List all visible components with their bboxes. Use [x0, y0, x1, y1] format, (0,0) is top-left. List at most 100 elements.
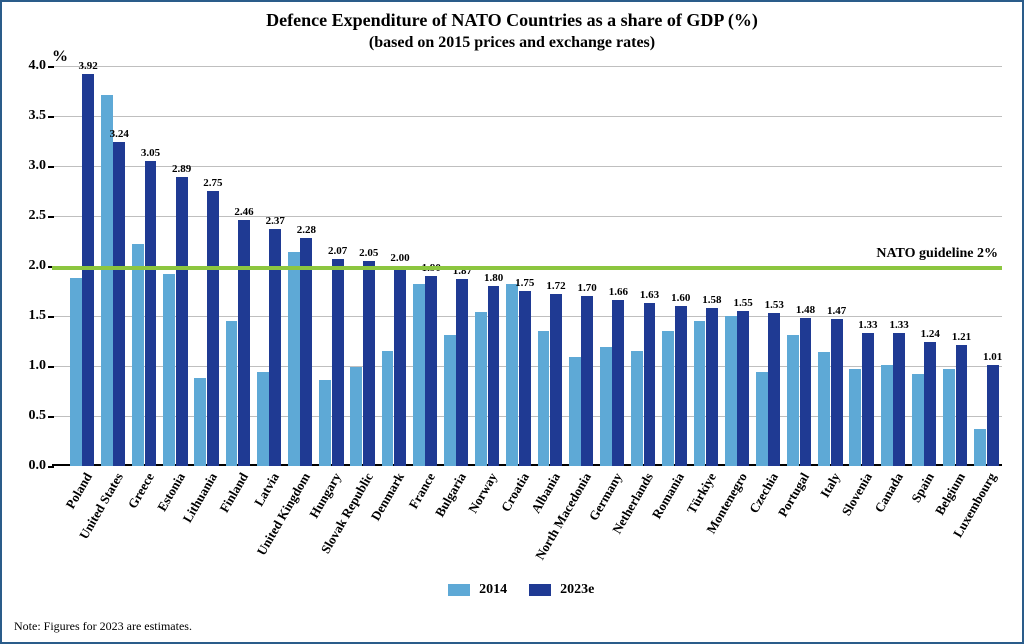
bar-2023e [207, 191, 219, 466]
bar-2023e [82, 74, 94, 466]
value-label: 1.21 [952, 331, 971, 343]
bar-2023e [768, 313, 780, 466]
bar-2023e [332, 259, 344, 466]
bar-2023e [987, 365, 999, 466]
value-label: 1.01 [983, 351, 1002, 363]
bar-2014 [413, 284, 425, 466]
bar-2014 [319, 380, 331, 466]
value-label: 1.70 [578, 282, 597, 294]
bar-2023e [425, 276, 437, 466]
bar-2023e [644, 303, 656, 466]
bar-2023e [612, 300, 624, 466]
category-label: Latvia [251, 470, 283, 509]
bar-2023e [800, 318, 812, 466]
value-label: 2.75 [203, 177, 222, 189]
bar-2014 [818, 352, 830, 466]
category-label: Poland [62, 470, 95, 512]
chart-subtitle: (based on 2015 prices and exchange rates… [2, 34, 1022, 52]
bar-2014 [163, 274, 175, 466]
category-label: Norway [465, 470, 501, 516]
nato-guideline-label: NATO guideline 2% [876, 246, 998, 262]
bar-2023e [394, 266, 406, 466]
value-label: 1.58 [702, 294, 721, 306]
bar-2023e [737, 311, 749, 466]
value-label: 1.48 [796, 304, 815, 316]
bar-2014 [631, 351, 643, 466]
value-label: 2.07 [328, 245, 347, 257]
value-label: 2.37 [266, 215, 285, 227]
nato-guideline [52, 266, 1002, 270]
bar-2014 [694, 321, 706, 466]
bar-2014 [849, 369, 861, 466]
bar-2023e [581, 296, 593, 466]
bar-2014 [725, 316, 737, 466]
bar-2014 [101, 95, 113, 466]
category-labels: PolandUnited StatesGreeceEstoniaLithuani… [52, 470, 1002, 580]
value-label: 1.33 [889, 319, 908, 331]
value-label: 1.80 [484, 272, 503, 284]
legend: 2014 2023e [2, 582, 1022, 598]
legend-swatch-2023e [529, 584, 551, 596]
bar-2014 [382, 351, 394, 466]
bar-2014 [475, 312, 487, 466]
value-label: 1.24 [921, 328, 940, 340]
chart-title: Defence Expenditure of NATO Countries as… [2, 10, 1022, 31]
bar-2023e [456, 279, 468, 466]
bar-2023e [519, 291, 531, 466]
legend-swatch-2014 [448, 584, 470, 596]
value-label: 2.46 [234, 206, 253, 218]
y-tick-mark [48, 466, 54, 468]
bar-2023e [269, 229, 281, 466]
bar-2014 [444, 335, 456, 466]
bar-2014 [506, 284, 518, 466]
value-label: 1.66 [609, 286, 628, 298]
value-label: 1.63 [640, 289, 659, 301]
footnote: Note: Figures for 2023 are estimates. [14, 619, 192, 634]
bar-2023e [675, 306, 687, 466]
bar-2023e [488, 286, 500, 466]
bar-2014 [70, 278, 82, 466]
category-label: France [405, 470, 438, 512]
value-label: 2.05 [359, 247, 378, 259]
value-label: 2.28 [297, 224, 316, 236]
bar-2023e [831, 319, 843, 466]
bar-2014 [226, 321, 238, 466]
bar-2023e [893, 333, 905, 466]
bar-2023e [706, 308, 718, 466]
bar-2014 [194, 378, 206, 466]
bar-2023e [862, 333, 874, 466]
value-label: 1.72 [546, 280, 565, 292]
bar-2023e [113, 142, 125, 466]
bar-2014 [132, 244, 144, 466]
plot-area: 0.00.51.01.52.02.53.03.54.03.923.243.052… [52, 66, 1002, 466]
value-label: 3.24 [110, 128, 129, 140]
bar-2014 [257, 372, 269, 466]
bar-2014 [943, 369, 955, 466]
bar-2023e [145, 161, 157, 466]
bar-2014 [538, 331, 550, 466]
value-label: 1.55 [733, 297, 752, 309]
bar-2023e [176, 177, 188, 466]
category-label: Canada [871, 470, 907, 516]
value-label: 1.60 [671, 292, 690, 304]
category-label: Spain [908, 470, 938, 506]
bar-2023e [238, 220, 250, 466]
category-label: Italy [817, 470, 844, 501]
bar-2014 [569, 357, 581, 466]
y-axis-unit: % [52, 48, 68, 66]
legend-label-2014: 2014 [479, 582, 507, 597]
value-label: 1.47 [827, 305, 846, 317]
bar-2023e [550, 294, 562, 466]
bar-2014 [350, 367, 362, 466]
bar-2023e [924, 342, 936, 466]
chart-frame: Defence Expenditure of NATO Countries as… [0, 0, 1024, 644]
bar-2014 [288, 252, 300, 466]
value-label: 3.92 [78, 60, 97, 72]
bar-2023e [956, 345, 968, 466]
bar-2014 [600, 347, 612, 466]
category-label: Finland [216, 470, 252, 516]
bar-2014 [912, 374, 924, 466]
value-label: 1.75 [515, 277, 534, 289]
value-label: 2.89 [172, 163, 191, 175]
value-label: 2.00 [390, 252, 409, 264]
